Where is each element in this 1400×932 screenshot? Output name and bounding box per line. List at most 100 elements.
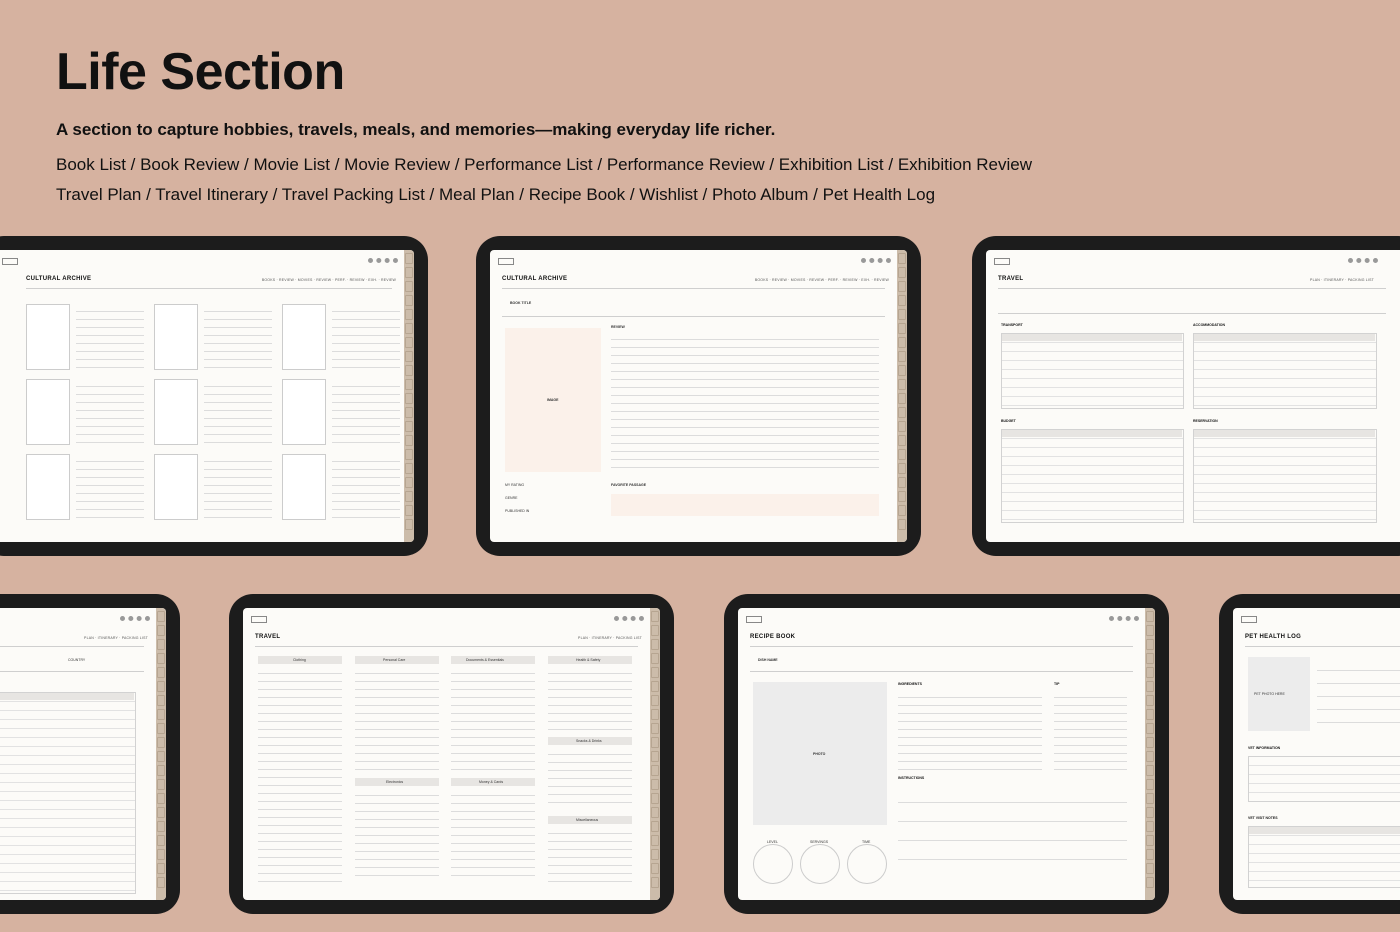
vet-notes-table[interactable] (1248, 826, 1400, 888)
divider (750, 646, 1133, 647)
instructions-lines[interactable] (898, 784, 1127, 874)
book-title-label: BOOK TITLE (510, 301, 532, 305)
side-tabs[interactable] (650, 608, 660, 900)
book-list-title: CULTURAL ARCHIVE (26, 276, 92, 282)
recipe-title: RECIPE BOOK (750, 634, 796, 640)
personal-care-label: Personal Care (383, 658, 406, 662)
time-circle[interactable] (847, 844, 887, 884)
book-cover-slot[interactable] (26, 379, 70, 445)
book-fields (332, 304, 400, 368)
published-label: PUBLISHED IN (505, 509, 530, 513)
pet-photo-placeholder[interactable] (1248, 657, 1310, 731)
toolbar-icons (861, 258, 891, 268)
favorite-passage-label: FAVORITE PASSAGE (611, 483, 647, 487)
book-cover-slot[interactable] (282, 454, 326, 520)
vet-notes-header (1249, 827, 1400, 834)
review-label: REVIEW (611, 325, 625, 329)
travel-plan-nav[interactable]: PLAN · ITINERARY · PACKING LIST (1310, 278, 1374, 282)
personal-care-list[interactable] (355, 666, 439, 770)
ingredients-lines[interactable] (898, 690, 1042, 770)
tip-lines[interactable] (1054, 690, 1127, 770)
pet-info-lines[interactable] (1317, 658, 1400, 730)
clothing-label: Clothing (293, 658, 306, 662)
electronics-header (355, 778, 439, 786)
screen-packing-list: TRAVEL PLAN · ITINERARY · PACKING LIST C… (243, 608, 660, 900)
tablet-book-review: CULTURAL ARCHIVE BOOKS · REVIEW · MOVIES… (476, 236, 921, 556)
screen-pet-health-log: PET HEALTH LOG PET PHOTO HERE VET INFORM… (1233, 608, 1400, 900)
genre-label: GENRE (505, 496, 518, 500)
time-label: TIME (862, 840, 871, 844)
accommodation-label: ACCOMMODATION (1193, 323, 1226, 327)
itinerary-nav[interactable]: PLAN · ITINERARY · PACKING LIST (84, 636, 148, 640)
budget-label: BUDGET (1001, 419, 1016, 423)
book-list-nav[interactable]: BOOKS · REVIEW · MOVIES · REVIEW · PERF.… (261, 278, 396, 282)
toolbar-icons (1348, 258, 1378, 268)
accommodation-table[interactable] (1193, 333, 1377, 409)
book-fields (204, 454, 272, 518)
screen-book-review: CULTURAL ARCHIVE BOOKS · REVIEW · MOVIES… (490, 250, 907, 542)
book-cover-slot[interactable] (154, 454, 198, 520)
ingredients-label: INGREDIENTS (898, 682, 922, 686)
vet-info-label: VET INFORMATION (1248, 746, 1281, 750)
tablet-book-list: CULTURAL ARCHIVE BOOKS · REVIEW · MOVIES… (0, 236, 428, 556)
documents-list[interactable] (451, 666, 535, 770)
divider (998, 313, 1386, 314)
tip-label: TIP (1054, 682, 1060, 686)
dish-name-label: DISH NAME (758, 658, 778, 662)
reservation-table[interactable] (1193, 429, 1377, 523)
money-list[interactable] (451, 788, 535, 882)
money-label: Money & Cards (479, 780, 504, 784)
snacks-list[interactable] (548, 747, 632, 809)
book-review-nav[interactable]: BOOKS · REVIEW · MOVIES · REVIEW · PERF.… (754, 278, 889, 282)
clothing-list[interactable] (258, 666, 342, 882)
level-circle[interactable] (753, 844, 793, 884)
side-tabs[interactable] (404, 250, 414, 542)
servings-circle[interactable] (800, 844, 840, 884)
book-cover-slot[interactable] (26, 304, 70, 370)
book-cover-slot[interactable] (282, 379, 326, 445)
screen-travel-plan: TRAVEL PLAN · ITINERARY · PACKING LIST T… (986, 250, 1400, 542)
itinerary-header (0, 693, 134, 700)
misc-header (548, 816, 632, 824)
book-cover-slot[interactable] (282, 304, 326, 370)
snacks-header (548, 737, 632, 745)
tablet-travel-plan: TRAVEL PLAN · ITINERARY · PACKING LIST T… (972, 236, 1400, 556)
book-cover-slot[interactable] (154, 304, 198, 370)
documents-header (451, 656, 535, 664)
toolbar-icons (614, 616, 644, 626)
side-tabs[interactable] (897, 250, 907, 542)
folder-icon (1241, 616, 1257, 623)
side-tabs[interactable] (1145, 608, 1155, 900)
photo-placeholder[interactable] (753, 682, 887, 825)
side-tabs[interactable] (156, 608, 166, 900)
divider (750, 671, 1133, 672)
transport-table[interactable] (1001, 333, 1184, 409)
level-label: LEVEL (767, 840, 778, 844)
snacks-label: Snacks & Drinks (576, 739, 602, 743)
review-lines[interactable] (611, 332, 879, 472)
reservation-label: RESERVATION (1193, 419, 1218, 423)
book-fields (332, 379, 400, 443)
electronics-list[interactable] (355, 788, 439, 882)
book-cover-slot[interactable] (26, 454, 70, 520)
health-list[interactable] (548, 666, 632, 732)
pet-photo-label: PET PHOTO HERE (1254, 692, 1285, 696)
accommodation-header (1194, 334, 1375, 341)
rating-label: MY RATING (505, 483, 525, 487)
toolbar-icons (368, 258, 398, 268)
health-label: Health & Safety (576, 658, 601, 662)
image-placeholder[interactable] (505, 328, 601, 472)
folder-icon (2, 258, 18, 265)
health-header (548, 656, 632, 664)
divider (26, 288, 392, 289)
budget-table[interactable] (1001, 429, 1184, 523)
screen-book-list: CULTURAL ARCHIVE BOOKS · REVIEW · MOVIES… (0, 250, 414, 542)
vet-info-table[interactable] (1248, 756, 1400, 802)
misc-list[interactable] (548, 826, 632, 882)
budget-header (1002, 430, 1182, 437)
itinerary-table[interactable] (0, 692, 136, 894)
page-header: Life Section A section to capture hobbie… (56, 40, 1356, 210)
packing-nav[interactable]: PLAN · ITINERARY · PACKING LIST (578, 636, 642, 640)
book-cover-slot[interactable] (154, 379, 198, 445)
favorite-passage-box[interactable] (611, 494, 879, 516)
